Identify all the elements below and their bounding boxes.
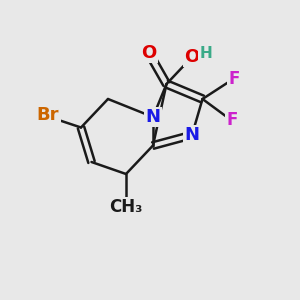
Text: O: O — [141, 44, 156, 62]
Text: H: H — [199, 46, 212, 61]
Text: N: N — [184, 126, 200, 144]
Text: F: F — [228, 70, 240, 88]
Text: O: O — [184, 48, 200, 66]
Text: N: N — [146, 108, 160, 126]
Text: F: F — [227, 111, 238, 129]
Text: Br: Br — [37, 106, 59, 124]
Text: CH₃: CH₃ — [109, 198, 143, 216]
